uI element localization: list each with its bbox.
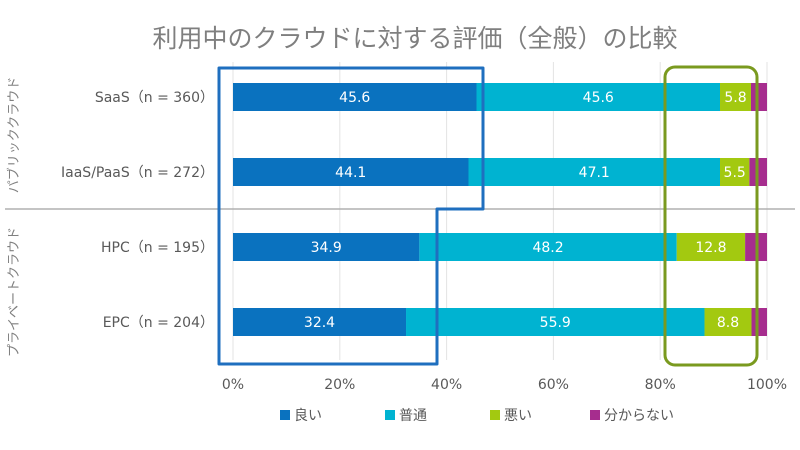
data-label: 5.5 <box>724 165 746 181</box>
data-label: 8.8 <box>717 315 739 331</box>
category-label: IaaS/PaaS（n = 272） <box>61 165 214 181</box>
x-tick-label: 100% <box>747 377 787 393</box>
bar-segment <box>233 308 407 336</box>
data-label: 48.2 <box>532 240 563 256</box>
bar-segment <box>704 308 752 336</box>
x-tick-label: 0% <box>222 377 244 393</box>
x-tick-label: 20% <box>324 377 355 393</box>
bar-segment <box>720 83 751 111</box>
legend-label: 悪い <box>504 408 532 424</box>
bar-segment <box>468 158 721 186</box>
x-tick-labels: 0% 20% 40% 60% 80% 100% <box>222 377 787 393</box>
group-label: パブリッククラウド <box>6 77 22 193</box>
legend-swatch <box>385 410 395 420</box>
data-label: 34.9 <box>311 240 342 256</box>
group-label: プライベートクラウド <box>7 227 22 357</box>
legend-label: 分からない <box>604 408 674 424</box>
data-label: 12.8 <box>695 240 726 256</box>
chart-title: 利用中のクラウドに対する評価（全般）の比較 <box>152 24 677 53</box>
bars: 45.6 45.6 5.8 44.1 47.1 5.5 34.9 48.2 12.8 32.4 55… <box>233 83 767 336</box>
bar-segment <box>750 83 767 111</box>
bar-segment <box>233 233 420 261</box>
bar-segment <box>419 233 677 261</box>
highlight-bad <box>663 65 759 367</box>
legend: 良い 普通 悪い 分からない <box>280 408 674 424</box>
category-label: SaaS（n = 360） <box>95 90 214 106</box>
data-label: 47.1 <box>579 165 610 181</box>
data-label: 44.1 <box>335 165 366 181</box>
category-labels: SaaS（n = 360） IaaS/PaaS（n = 272） HPC（n = 1… <box>61 90 214 331</box>
category-label: HPC（n = 195） <box>101 240 214 256</box>
highlight-outlines <box>217 65 759 367</box>
gridlines <box>5 62 795 360</box>
bar-segment <box>720 158 750 186</box>
bar-segment <box>406 308 705 336</box>
data-label: 32.4 <box>304 315 335 331</box>
bar-segment <box>676 233 746 261</box>
x-tick-label: 60% <box>538 377 569 393</box>
data-label: 45.6 <box>339 90 370 106</box>
legend-swatch <box>490 410 500 420</box>
category-label: EPC（n = 204） <box>103 315 214 331</box>
data-label: 45.6 <box>583 90 614 106</box>
legend-swatch <box>590 410 600 420</box>
legend-label: 普通 <box>399 408 427 424</box>
legend-label: 良い <box>294 408 322 424</box>
bar-segment <box>233 158 469 186</box>
highlight-good <box>217 66 485 366</box>
data-label: 5.8 <box>724 90 746 106</box>
bar-segment <box>476 83 721 111</box>
data-label: 55.9 <box>540 315 571 331</box>
x-tick-label: 80% <box>645 377 676 393</box>
x-tick-label: 40% <box>431 377 462 393</box>
bar-segment <box>233 83 477 111</box>
legend-swatch <box>280 410 290 420</box>
bar-segment <box>751 308 767 336</box>
